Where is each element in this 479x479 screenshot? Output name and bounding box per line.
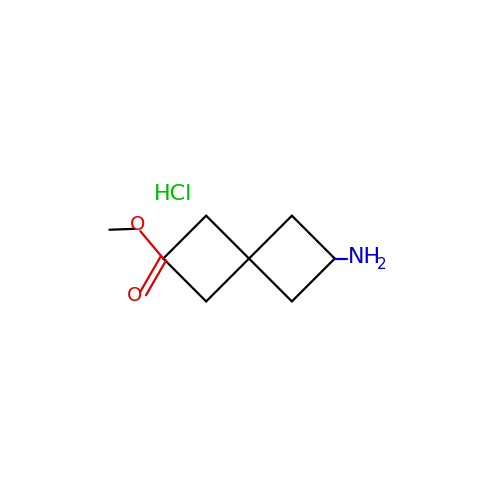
Text: O: O — [127, 286, 142, 306]
Text: HCl: HCl — [154, 184, 192, 204]
Text: NH: NH — [348, 247, 381, 267]
Text: O: O — [130, 216, 146, 235]
Text: 2: 2 — [376, 257, 386, 272]
